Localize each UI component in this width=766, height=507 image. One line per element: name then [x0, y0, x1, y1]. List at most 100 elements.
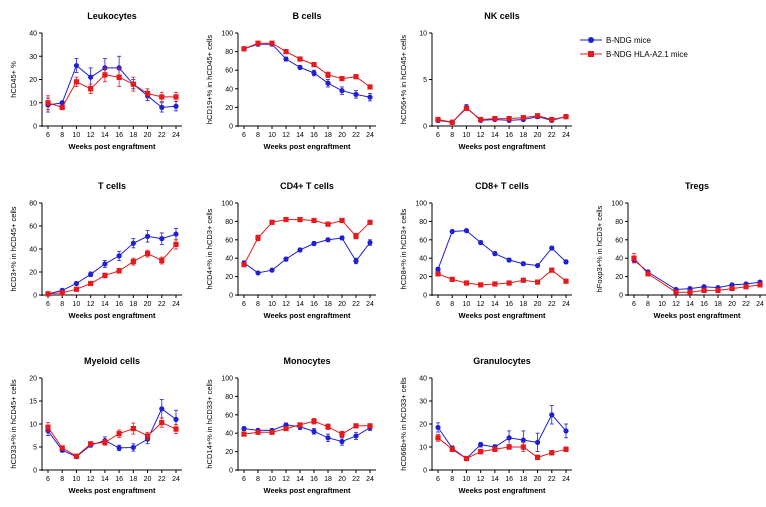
series-line [47, 422, 177, 457]
x-tick-label: 24 [756, 301, 764, 308]
x-tick-label: 10 [268, 132, 276, 139]
x-tick-label: 24 [366, 132, 374, 139]
x-tick-label: 22 [158, 476, 166, 483]
x-tick-label: 8 [60, 132, 64, 139]
series-line [437, 413, 567, 460]
data-point [311, 240, 317, 247]
y-tick-label: 40 [225, 86, 233, 93]
data-point [325, 80, 331, 86]
x-axis-label: Weeks post engraftment [459, 486, 546, 495]
y-tick-label: 30 [29, 54, 37, 61]
legend-label-b-ndg: B-NDG mice [606, 35, 651, 45]
data-point [534, 439, 541, 445]
x-tick-label: 6 [242, 132, 246, 139]
legend: B-NDG mice B-NDG HLA-A2.1 mice [580, 33, 688, 61]
data-point [367, 94, 373, 100]
series-line [47, 233, 177, 295]
x-tick-label: 10 [658, 301, 666, 308]
series-line [47, 64, 177, 108]
y-tick-label: 10 [29, 100, 37, 107]
data-point [549, 245, 555, 251]
data-point [534, 113, 541, 119]
y-tick-label: 20 [29, 270, 37, 277]
data-point [45, 291, 51, 297]
data-point [367, 423, 373, 429]
y-tick-label: 20 [419, 422, 427, 429]
data-point [311, 217, 317, 224]
data-point [492, 281, 498, 287]
data-point [269, 219, 275, 225]
x-tick-label: 8 [256, 301, 260, 308]
data-point [88, 441, 94, 447]
y-tick-label: 80 [29, 201, 37, 208]
series [45, 55, 179, 113]
x-axis-label: Weeks post engraftment [264, 142, 351, 151]
data-point [241, 262, 247, 268]
data-point [88, 74, 94, 80]
x-tick-label: 24 [562, 301, 570, 308]
x-tick-label: 18 [324, 301, 332, 308]
y-tick-label: 20 [225, 274, 233, 281]
data-point [435, 271, 441, 277]
data-point [339, 438, 345, 445]
data-point [130, 426, 136, 432]
x-tick-label: 10 [73, 132, 81, 139]
data-point [173, 241, 179, 247]
chart-title: Tregs [685, 181, 709, 191]
x-tick-label: 12 [477, 301, 485, 308]
data-point [255, 40, 261, 46]
series-line [437, 107, 567, 123]
y-tick-label: 20 [225, 449, 233, 456]
y-tick-label: 80 [225, 219, 233, 226]
data-point [173, 231, 179, 237]
x-tick-label: 6 [46, 132, 50, 139]
x-tick-label: 8 [60, 301, 64, 308]
x-tick-label: 20 [338, 132, 346, 139]
data-point [549, 450, 555, 456]
x-tick-label: 24 [172, 132, 180, 139]
y-tick-label: 20 [29, 77, 37, 84]
x-tick-label: 16 [505, 476, 513, 483]
chart-panel: Leukocytes 0 10 20 30 40 6 8 10 12 14 16 18 20 22 24 Wee… [9, 11, 182, 151]
chart-panel: Monocytes 0 20 40 60 80 100 6 8 10 12 14 16 18 20 22 24 W… [205, 356, 376, 495]
series [435, 104, 569, 125]
data-point [311, 428, 317, 434]
x-tick-label: 16 [310, 476, 318, 483]
series [435, 228, 569, 272]
chart-title: CD4+ T cells [280, 181, 334, 191]
x-tick-label: 8 [256, 132, 260, 139]
y-tick-label: 100 [221, 31, 233, 38]
x-tick-label: 8 [646, 301, 650, 308]
data-point [687, 289, 693, 295]
data-point [325, 221, 331, 227]
data-point [492, 115, 498, 122]
x-axis-label: Weeks post engraftment [69, 311, 156, 320]
x-tick-label: 18 [324, 476, 332, 483]
chart-title: CD8+ T cells [475, 181, 529, 191]
x-tick-label: 8 [256, 476, 260, 483]
x-tick-label: 22 [548, 476, 556, 483]
data-point [59, 104, 65, 110]
data-point [325, 424, 331, 430]
y-tick-label: 40 [29, 31, 37, 38]
data-point [173, 94, 179, 100]
x-tick-label: 20 [728, 301, 736, 308]
data-point [59, 445, 65, 451]
y-tick-label: 20 [29, 376, 37, 383]
data-point [102, 72, 108, 78]
x-tick-label: 12 [282, 132, 290, 139]
x-axis-label: Weeks post engraftment [264, 311, 351, 320]
series-line [437, 437, 567, 460]
data-point [492, 251, 498, 257]
data-point [449, 276, 455, 282]
data-point [255, 429, 261, 435]
x-tick-label: 22 [352, 476, 360, 483]
x-tick-label: 22 [548, 301, 556, 308]
x-tick-label: 10 [463, 132, 471, 139]
series [45, 239, 179, 297]
x-tick-label: 22 [158, 132, 166, 139]
x-tick-label: 10 [268, 476, 276, 483]
y-tick-label: 100 [415, 201, 427, 208]
x-tick-label: 18 [519, 476, 527, 483]
